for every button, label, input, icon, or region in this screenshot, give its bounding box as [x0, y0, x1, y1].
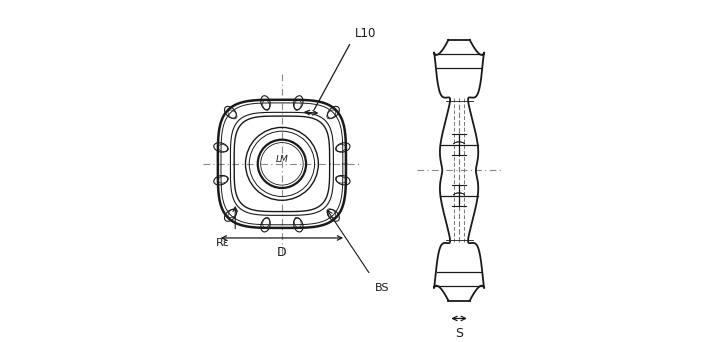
Text: L10: L10 — [355, 27, 376, 40]
Text: BS: BS — [375, 283, 390, 293]
Text: LM: LM — [276, 155, 288, 163]
Text: S: S — [455, 327, 463, 340]
Text: Rε: Rε — [215, 238, 229, 248]
Text: D: D — [277, 246, 287, 259]
